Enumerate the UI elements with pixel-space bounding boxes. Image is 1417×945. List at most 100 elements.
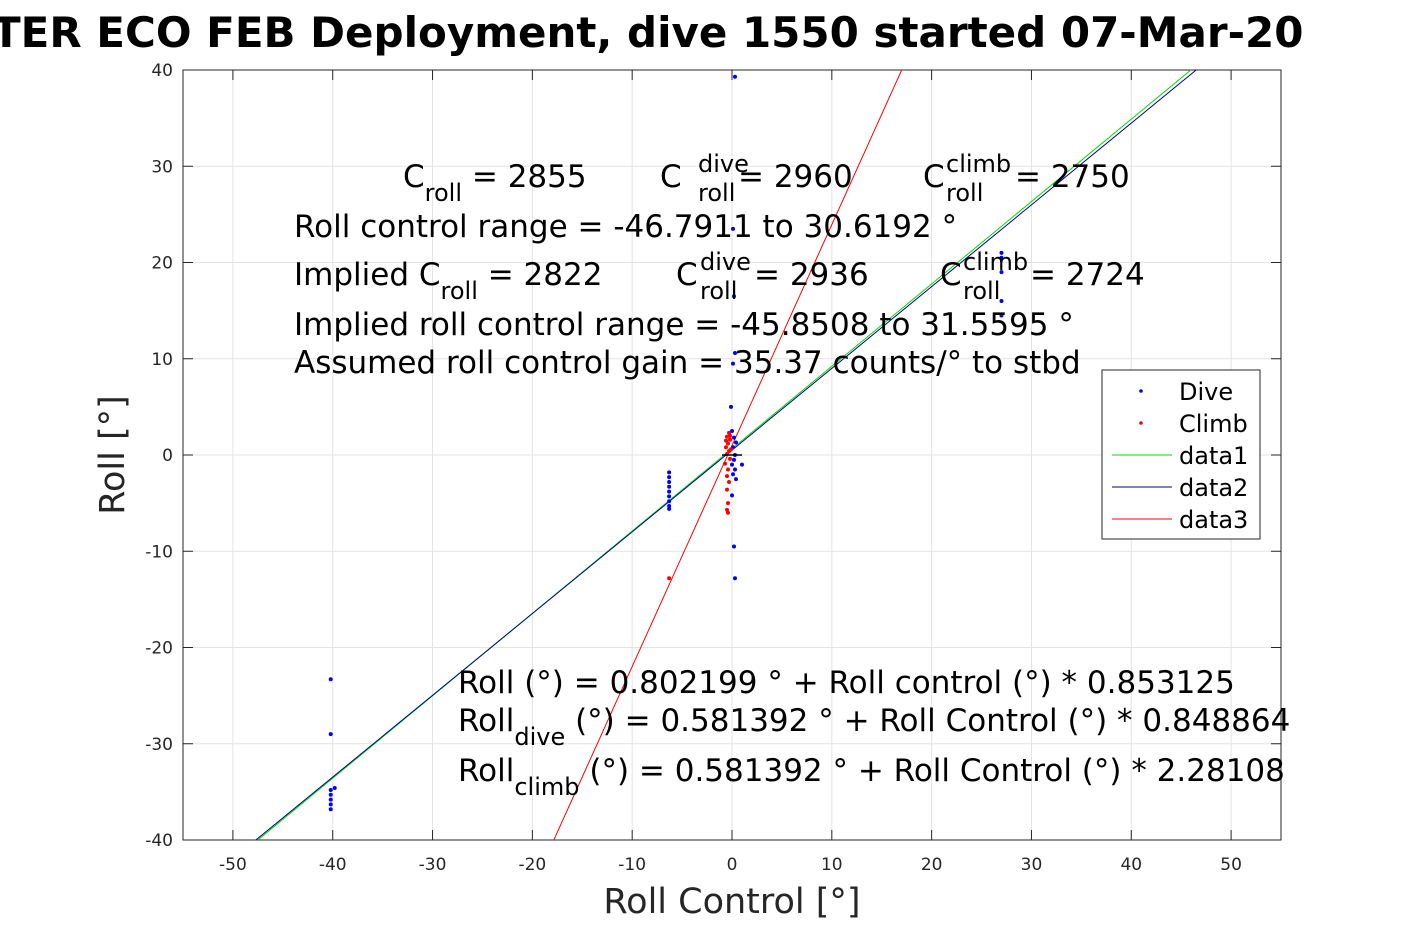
x-tick-label: 10: [821, 855, 843, 875]
data-point-climb: [724, 438, 729, 443]
annotation-croll-climb-value: = 2750: [1015, 159, 1130, 195]
data-point-dive: [332, 786, 337, 791]
x-tick-label: 20: [921, 855, 943, 875]
annotation-croll-dive-sup: dive: [698, 150, 749, 178]
data-point-climb: [728, 433, 733, 438]
y-tick-label: 10: [151, 350, 173, 370]
data-point-dive: [328, 787, 333, 792]
y-tick-label: 0: [162, 446, 173, 466]
x-axis-label: Roll Control [°]: [603, 882, 860, 922]
annotation-implied-dive: C: [676, 257, 698, 293]
x-tick-label: -50: [219, 855, 247, 875]
data-point-dive: [730, 226, 735, 231]
data-point-dive: [731, 457, 736, 462]
data-point-dive: [732, 350, 737, 355]
data-point-dive: [732, 74, 737, 79]
y-tick-label: -10: [145, 542, 173, 562]
x-tick-label: -40: [319, 855, 347, 875]
data-point-climb: [724, 445, 729, 450]
annotation-implied-range: Implied roll control range = -45.8508 to…: [294, 307, 1074, 343]
annotation-croll-climb-sub: roll: [946, 179, 983, 207]
annotation-croll: Croll = 2855: [403, 159, 587, 207]
data-point-dive: [328, 802, 333, 807]
data-point-dive: [999, 250, 1004, 255]
series-line-data3: [553, 70, 903, 840]
annotation-croll-dive: C: [660, 159, 682, 195]
y-tick-label: 40: [151, 61, 173, 81]
data-point-climb: [723, 461, 728, 466]
y-tick-label: -30: [145, 735, 173, 755]
data-point-dive: [999, 299, 1004, 303]
y-tick-label: -20: [145, 639, 173, 659]
data-point-dive: [732, 576, 737, 581]
data-point-climb: [726, 467, 731, 472]
data-point-dive: [328, 732, 333, 737]
data-point-dive: [730, 472, 735, 477]
x-axis: -50 -40 -30 -20 -10 0 10 20 30 40 50: [219, 70, 1242, 875]
annotation-implied-climb: C: [940, 257, 962, 293]
data-point-dive: [667, 484, 672, 489]
y-axis-label: Roll [°]: [93, 395, 133, 515]
data-point-dive: [732, 467, 737, 472]
data-point-dive: [731, 435, 736, 440]
data-point-dive: [667, 506, 672, 511]
annotation-implied-dive-sup: dive: [700, 248, 751, 276]
data-point-dive: [739, 462, 744, 467]
data-point-dive: [999, 270, 1004, 275]
legend-label-data1: data1: [1179, 442, 1248, 470]
data-point-climb: [727, 479, 732, 484]
data-point-climb: [728, 456, 733, 461]
data-point-climb: [726, 510, 731, 515]
x-tick-label: -20: [518, 855, 546, 875]
data-point-dive: [328, 797, 333, 802]
annotation-implied-climb-sub: roll: [963, 277, 1000, 305]
x-tick-label: 40: [1120, 855, 1142, 875]
data-point-dive: [328, 807, 333, 812]
data-point-dive: [667, 499, 672, 504]
annotation-implied-dive-sub: roll: [700, 277, 737, 305]
data-point-dive: [733, 440, 738, 445]
data-point-dive: [999, 255, 1004, 260]
y-tick-label: 30: [151, 157, 173, 177]
legend-marker-climb: [1139, 421, 1143, 425]
annotation-fit-climb: Rollclimb (°) = 0.581392 ° + Roll Contro…: [458, 753, 1285, 801]
data-point-climb: [725, 487, 730, 492]
chart-title: TER ECO FEB Deployment, dive 1550 starte…: [0, 8, 1303, 57]
data-point-climb: [726, 441, 731, 446]
annotation-gain: Assumed roll control gain = 35.37 counts…: [294, 345, 1081, 381]
data-point-dive: [667, 475, 672, 480]
data-point-dive: [733, 477, 738, 482]
data-point-dive: [667, 479, 672, 484]
annotation-croll-dive-value: = 2960: [738, 159, 853, 195]
data-point-dive: [999, 313, 1004, 318]
x-tick-label: -10: [618, 855, 646, 875]
data-point-climb: [725, 474, 730, 479]
annotation-implied-dive-value: = 2936: [754, 257, 869, 293]
annotation-fit: Roll (°) = 0.802199 ° + Roll control (°)…: [458, 665, 1235, 701]
data-point-dive: [731, 294, 736, 299]
y-axis: -40 -30 -20 -10 0 10 20 30 40: [145, 61, 1281, 851]
annotation-croll-dive-sub: roll: [698, 179, 735, 207]
x-tick-label: 50: [1220, 855, 1242, 875]
data-point-dive: [667, 504, 672, 509]
legend: Dive Climb data1 data2 data3: [1101, 369, 1261, 540]
annotation-croll-climb: C: [923, 159, 945, 195]
annotation-croll-climb-sup: climb: [946, 150, 1011, 178]
y-tick-label: -40: [145, 831, 173, 851]
data-point-dive: [730, 462, 734, 467]
data-point-dive: [730, 428, 734, 433]
data-point-dive: [328, 677, 333, 682]
data-point-dive: [667, 470, 672, 475]
annotation-fit-dive: Rolldive (°) = 0.581392 ° + Roll Control…: [458, 703, 1290, 751]
annotation-implied-climb-sup: climb: [963, 248, 1028, 276]
y-tick-label: 20: [151, 254, 173, 274]
data-point-dive: [729, 404, 734, 409]
annotation-implied-climb-value: = 2724: [1030, 257, 1145, 293]
annotation-implied-croll: Implied Croll = 2822: [294, 257, 602, 305]
x-tick-label: 30: [1021, 855, 1043, 875]
data-point-climb: [728, 437, 733, 442]
annotation-range: Roll control range = -46.7911 to 30.6192…: [294, 209, 957, 245]
legend-marker-dive: [1139, 389, 1143, 393]
data-point-dive: [730, 493, 734, 498]
